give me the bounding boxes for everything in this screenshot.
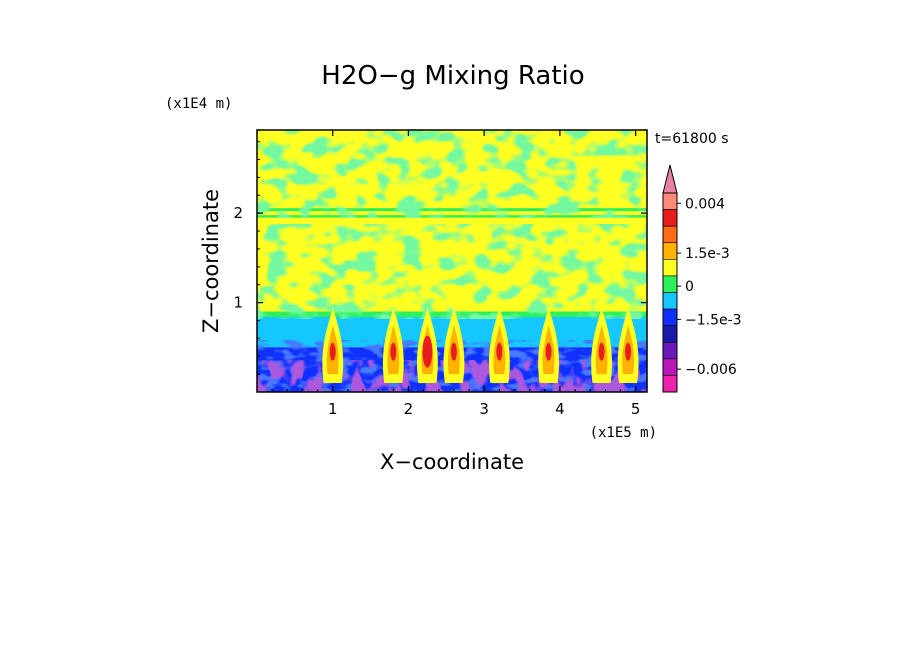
colorbar-swatch [662,292,678,310]
plume [538,307,560,384]
plume-core [329,342,336,361]
x-axis-multiplier: (x1E5 m) [590,425,657,441]
colorbar-swatch [662,358,678,376]
plume-core [625,342,632,361]
plume [617,307,639,384]
y-axis: 12 [233,141,647,375]
mid-green-texture [257,224,647,319]
colorbar-swatch [662,341,678,360]
plume-core [598,342,605,361]
y-axis-title: Z−coordinate [199,189,223,333]
plot-frame [256,129,648,393]
time-label: t=61800 s [655,131,729,147]
colorbar-label: 0 [685,279,694,295]
colorbar-label: 0.004 [685,196,725,212]
colorbar-swatch [662,192,678,210]
colorbar-label: −0.006 [685,362,737,378]
colorbar-swatch [662,275,678,293]
y-axis-multiplier: (x1E4 m) [165,96,232,112]
plume-core [390,342,397,361]
colorbar: 0.004 1.5e-3 0 −1.5e-3 −0.006 [662,164,742,393]
plume-core [496,342,503,361]
colorbar-overflow-triangle [662,164,678,194]
plume [591,307,613,384]
upper-green-texture [257,130,647,218]
colorbar-swatch [662,209,678,227]
colorbar-label: −1.5e-3 [685,312,742,328]
x-tick-label: 2 [404,400,414,418]
colorbar-swatch [662,375,678,393]
colorbar-swatch [662,325,678,343]
colorbar-swatch [662,242,678,260]
plume-core [450,342,457,361]
colorbar-label: 1.5e-3 [685,246,730,262]
plume [322,307,344,384]
y-tick-label: 2 [233,204,243,222]
x-tick-label: 5 [631,400,641,418]
plume [417,307,438,384]
colorbar-swatch [662,308,678,326]
colorbar-swatch [662,225,678,244]
x-tick-label: 3 [479,400,489,418]
plume-core [422,335,433,368]
x-axis: 1 2 3 4 5 [271,130,641,418]
colorbar-swatch [662,259,678,277]
heatmap-field [257,130,647,392]
chart-title: H2O−g Mixing Ratio [321,61,584,91]
plume [488,307,510,384]
plume [382,307,404,384]
x-axis-title: X−coordinate [380,450,524,474]
colorbar-frame [662,192,678,393]
plume [443,307,465,384]
x-tick-label: 1 [328,400,338,418]
y-tick-label: 1 [233,294,243,312]
x-tick-label: 4 [555,400,565,418]
plume-core [545,342,552,361]
